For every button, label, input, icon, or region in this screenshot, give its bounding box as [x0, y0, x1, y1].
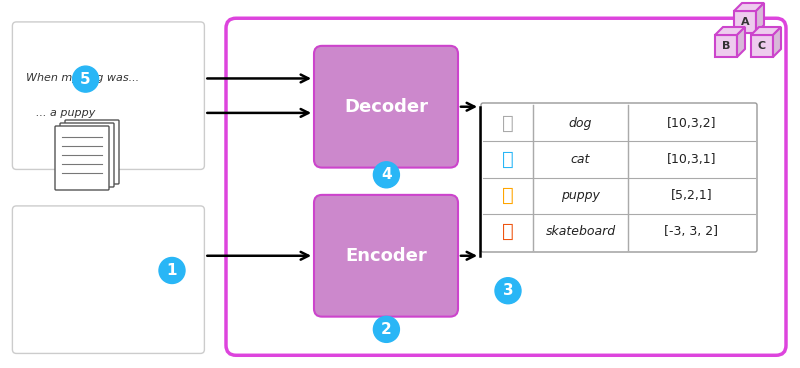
Text: 🛹: 🛹: [502, 222, 514, 241]
Text: 4: 4: [381, 167, 392, 182]
Text: dog: dog: [569, 117, 592, 130]
Text: puppy: puppy: [561, 189, 600, 202]
Text: A: A: [741, 17, 750, 27]
Text: cat: cat: [571, 153, 590, 166]
Text: Decoder: Decoder: [344, 98, 428, 116]
Text: 🐕: 🐕: [502, 114, 514, 132]
Polygon shape: [756, 3, 764, 33]
FancyBboxPatch shape: [60, 123, 114, 187]
Text: 2: 2: [381, 322, 392, 337]
Circle shape: [374, 162, 399, 188]
Polygon shape: [715, 27, 745, 35]
Polygon shape: [751, 27, 781, 35]
Text: 3: 3: [502, 283, 514, 298]
FancyBboxPatch shape: [314, 46, 458, 167]
Text: [5,2,1]: [5,2,1]: [670, 189, 712, 202]
Polygon shape: [737, 27, 745, 57]
Polygon shape: [773, 27, 781, 57]
Text: B: B: [722, 41, 730, 51]
Text: [10,3,2]: [10,3,2]: [666, 117, 716, 130]
FancyBboxPatch shape: [481, 103, 757, 252]
FancyBboxPatch shape: [734, 11, 756, 33]
Text: Encoder: Encoder: [345, 247, 427, 265]
Text: When my dog was...: When my dog was...: [26, 74, 139, 84]
Circle shape: [159, 258, 185, 283]
FancyBboxPatch shape: [715, 35, 737, 57]
Text: 1: 1: [166, 263, 178, 278]
Text: skateboard: skateboard: [546, 225, 615, 238]
FancyBboxPatch shape: [751, 35, 773, 57]
Text: 🐩: 🐩: [502, 186, 514, 205]
Circle shape: [495, 278, 521, 304]
FancyBboxPatch shape: [314, 195, 458, 316]
FancyBboxPatch shape: [12, 22, 205, 169]
Text: ... a puppy: ... a puppy: [37, 108, 96, 118]
Circle shape: [374, 316, 399, 342]
FancyBboxPatch shape: [55, 126, 109, 190]
Text: 5: 5: [80, 72, 91, 86]
Text: C: C: [758, 41, 766, 51]
Circle shape: [73, 66, 98, 92]
FancyBboxPatch shape: [65, 120, 119, 184]
Text: 🐈: 🐈: [502, 150, 514, 169]
Text: [10,3,1]: [10,3,1]: [666, 153, 716, 166]
Polygon shape: [734, 3, 764, 11]
Text: [-3, 3, 2]: [-3, 3, 2]: [665, 225, 718, 238]
FancyBboxPatch shape: [12, 206, 205, 353]
